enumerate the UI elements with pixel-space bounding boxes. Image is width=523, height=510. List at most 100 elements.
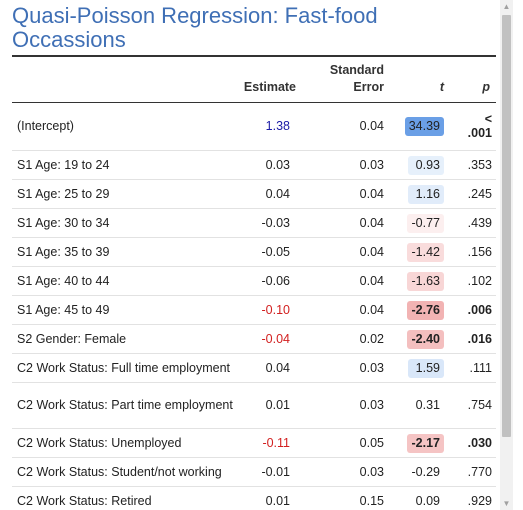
t-cell: -1.42 — [390, 237, 450, 267]
term-cell: S1 Age: 40 to 44 — [12, 266, 240, 296]
t-cell: -2.40 — [390, 324, 450, 354]
arrow-down-icon[interactable]: ▼ — [502, 499, 511, 508]
vertical-scrollbar[interactable]: ▲ ▼ — [500, 0, 513, 510]
estimate-cell: -0.01 — [239, 457, 303, 487]
estimate-cell: -0.05 — [239, 237, 303, 267]
table-row: S1 Age: 40 to 44 -0.06 0.04 -1.63 .102 — [12, 266, 496, 296]
t-value-badge: -0.29 — [411, 464, 440, 479]
estimate-cell: 0.01 — [239, 486, 303, 510]
t-cell: -2.76 — [390, 295, 450, 325]
t-value-badge: -1.63 — [407, 271, 444, 291]
table-row: C2 Work Status: Student/not working -0.01… — [12, 457, 496, 487]
p-value: .156 — [467, 244, 492, 259]
standard-error-cell: 0.05 — [302, 428, 390, 458]
table-row: C2 Work Status: Part time employment 0.01… — [12, 382, 496, 429]
header-standard-error: Standard Error — [302, 58, 390, 103]
table-row: S1 Age: 45 to 49 -0.10 0.04 -2.76 .006 — [12, 295, 496, 325]
table-row: C2 Work Status: Full time employment 0.04… — [12, 353, 496, 383]
scrollbar-thumb[interactable] — [502, 15, 511, 437]
table-row: C2 Work Status: Retired 0.01 0.15 0.09 .929 — [12, 486, 496, 510]
table-row: S1 Age: 35 to 39 -0.05 0.04 -1.42 .156 — [12, 237, 496, 267]
p-value-cell: .111 — [449, 353, 496, 383]
estimate-cell: 1.38 — [239, 102, 303, 151]
standard-error-cell: 0.03 — [302, 382, 390, 429]
term-cell: (Intercept) — [12, 102, 240, 151]
table-row: S1 Age: 30 to 34 -0.03 0.04 -0.77 .439 — [12, 208, 496, 238]
header-se-line2: Error — [353, 80, 384, 94]
page-title: Quasi-Poisson Regression: Fast-food Occa… — [12, 3, 378, 52]
table-row: S1 Age: 25 to 29 0.04 0.04 1.16.245 — [12, 179, 496, 209]
p-value-cell: .102 — [449, 266, 496, 296]
t-cell: 34.39 — [390, 102, 450, 151]
term-cell: S1 Age: 25 to 29 — [12, 179, 240, 209]
t-cell: 0.31 — [390, 382, 450, 429]
t-value-badge: 1.16 — [407, 184, 444, 204]
t-cell: -1.63 — [390, 266, 450, 296]
estimate-cell: 0.04 — [239, 353, 303, 383]
p-value: .754 — [467, 398, 492, 412]
t-value-badge: -2.76 — [407, 300, 444, 320]
p-value: .102 — [467, 273, 492, 288]
t-cell: -0.29 — [390, 457, 450, 487]
header-estimate: Estimate — [239, 58, 303, 103]
table-row: (Intercept) 1.38 0.04 34.39 < .001 — [12, 102, 496, 151]
p-value: .030 — [467, 435, 492, 450]
t-value-badge: -0.77 — [407, 213, 444, 233]
p-value: .245 — [467, 186, 492, 201]
p-value-cell: .353 — [449, 150, 496, 180]
term-cell: C2 Work Status: Unemployed — [12, 428, 240, 458]
estimate-cell: 0.03 — [239, 150, 303, 180]
term-cell: S1 Age: 19 to 24 — [12, 150, 240, 180]
standard-error-cell: 0.04 — [302, 208, 390, 238]
t-value-badge: -1.42 — [407, 242, 444, 262]
standard-error-cell: 0.04 — [302, 102, 390, 151]
p-value-cell: .439 — [449, 208, 496, 238]
estimate-cell: 0.04 — [239, 179, 303, 209]
p-value-cell: .754 — [449, 382, 496, 429]
p-value: .353 — [467, 157, 492, 172]
standard-error-cell: 0.02 — [302, 324, 390, 354]
standard-error-cell: 0.15 — [302, 486, 390, 510]
term-cell: S2 Gender: Female — [12, 324, 240, 354]
arrow-up-icon[interactable]: ▲ — [502, 2, 511, 11]
table-header-row: Estimate Standard Error t p — [12, 58, 496, 103]
report-panel: Quasi-Poisson Regression: Fast-food Occa… — [12, 3, 496, 510]
header-term — [12, 58, 240, 103]
regression-table: Estimate Standard Error t p (Intercept) 1… — [12, 58, 496, 510]
table-row: C2 Work Status: Unemployed -0.11 0.05 -2.17… — [12, 428, 496, 458]
standard-error-cell: 0.04 — [302, 266, 390, 296]
p-value-cell: .006 — [449, 295, 496, 325]
estimate-cell: -0.04 — [239, 324, 303, 354]
title-divider — [12, 55, 496, 57]
t-value-badge: 0.09 — [415, 493, 440, 508]
standard-error-cell: 0.04 — [302, 295, 390, 325]
t-value-badge: -2.17 — [407, 433, 444, 453]
p-value-cell: .156 — [449, 237, 496, 267]
header-t: t — [390, 58, 450, 103]
header-p: p — [449, 58, 496, 103]
standard-error-cell: 0.03 — [302, 457, 390, 487]
p-value: .929 — [467, 493, 492, 508]
term-cell: C2 Work Status: Full time employment — [12, 353, 240, 383]
t-cell: -0.77 — [390, 208, 450, 238]
standard-error-cell: 0.03 — [302, 353, 390, 383]
p-value: .111 — [469, 360, 492, 375]
table-row: S2 Gender: Female -0.04 0.02 -2.40 .016 — [12, 324, 496, 354]
term-cell: C2 Work Status: Retired — [12, 486, 240, 510]
term-cell: C2 Work Status: Student/not working — [12, 457, 240, 487]
header-se-line1: Standard — [329, 63, 384, 77]
p-value: .439 — [467, 215, 492, 230]
t-value-badge: 0.93 — [407, 155, 444, 175]
term-cell: S1 Age: 45 to 49 — [12, 295, 240, 325]
estimate-cell: -0.11 — [239, 428, 303, 458]
t-value-badge: -2.40 — [407, 329, 444, 349]
term-cell: S1 Age: 30 to 34 — [12, 208, 240, 238]
p-value-cell: .929 — [449, 486, 496, 510]
p-value: < .001 — [467, 111, 492, 140]
estimate-cell: 0.01 — [239, 382, 303, 429]
t-cell: 1.59 — [390, 353, 450, 383]
t-value-badge: 34.39 — [404, 117, 444, 136]
t-value-badge: 0.31 — [415, 398, 440, 412]
t-value-badge: 1.59 — [407, 358, 444, 378]
p-value-cell: < .001 — [449, 102, 496, 151]
